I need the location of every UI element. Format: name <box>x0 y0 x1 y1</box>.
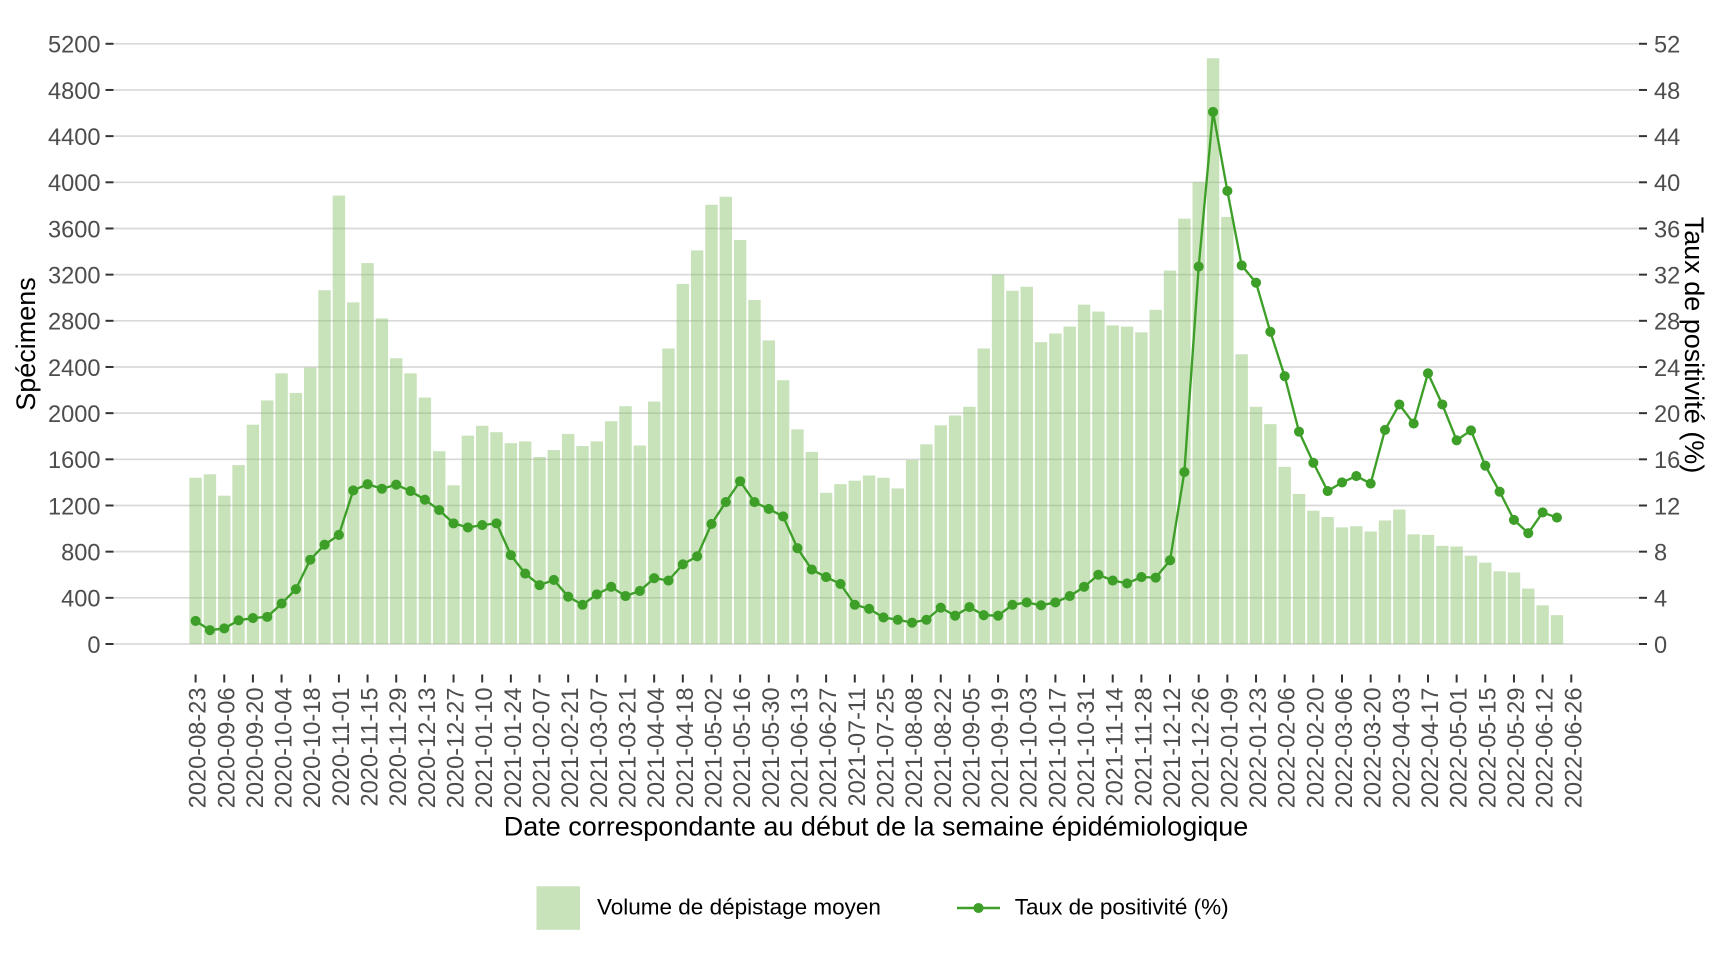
svg-text:2022-02-06: 2022-02-06 <box>1275 688 1301 809</box>
svg-text:2022-01-09: 2022-01-09 <box>1217 688 1243 809</box>
svg-text:2021-02-21: 2021-02-21 <box>558 688 584 809</box>
svg-text:800: 800 <box>61 540 100 566</box>
svg-text:Volume de dépistage moyen: Volume de dépistage moyen <box>597 895 881 920</box>
svg-text:2022-03-06: 2022-03-06 <box>1332 688 1358 809</box>
svg-text:2000: 2000 <box>48 402 101 428</box>
svg-text:2021-05-02: 2021-05-02 <box>701 688 727 809</box>
svg-text:2021-10-17: 2021-10-17 <box>1045 688 1071 809</box>
svg-text:2022-06-26: 2022-06-26 <box>1561 688 1587 809</box>
svg-text:28: 28 <box>1654 310 1680 336</box>
svg-text:2020-11-29: 2020-11-29 <box>386 688 412 807</box>
svg-text:1200: 1200 <box>48 494 101 520</box>
svg-text:2021-08-08: 2021-08-08 <box>902 688 928 809</box>
svg-text:1600: 1600 <box>48 448 101 474</box>
svg-text:2021-07-11: 2021-07-11 <box>845 688 871 807</box>
svg-text:2021-11-28: 2021-11-28 <box>1131 688 1157 807</box>
svg-text:12: 12 <box>1654 494 1680 520</box>
svg-text:2020-10-04: 2020-10-04 <box>272 688 298 809</box>
svg-text:2021-03-07: 2021-03-07 <box>587 688 613 809</box>
svg-text:2022-05-15: 2022-05-15 <box>1475 688 1501 809</box>
svg-text:24: 24 <box>1654 356 1680 382</box>
svg-text:2021-04-18: 2021-04-18 <box>673 688 699 809</box>
svg-text:40: 40 <box>1654 171 1680 197</box>
svg-text:2020-11-15: 2020-11-15 <box>358 688 384 807</box>
svg-text:20: 20 <box>1654 402 1680 428</box>
svg-text:2020-08-23: 2020-08-23 <box>186 688 212 809</box>
svg-text:Taux de positivité (%): Taux de positivité (%) <box>1015 895 1229 920</box>
svg-text:2021-09-19: 2021-09-19 <box>988 688 1014 809</box>
svg-text:52: 52 <box>1654 33 1680 59</box>
svg-text:2021-12-12: 2021-12-12 <box>1160 688 1186 809</box>
svg-text:2021-01-10: 2021-01-10 <box>472 688 498 809</box>
svg-text:400: 400 <box>61 587 100 613</box>
svg-text:Spécimens: Spécimens <box>11 277 41 411</box>
svg-text:3200: 3200 <box>48 263 101 289</box>
svg-text:2022-05-29: 2022-05-29 <box>1504 688 1530 809</box>
svg-text:2022-01-23: 2022-01-23 <box>1246 688 1272 809</box>
svg-text:2020-12-13: 2020-12-13 <box>415 688 441 809</box>
svg-text:2021-03-21: 2021-03-21 <box>616 688 642 809</box>
svg-text:2022-05-01: 2022-05-01 <box>1447 688 1473 809</box>
svg-text:2020-09-20: 2020-09-20 <box>243 688 269 809</box>
svg-text:2021-05-30: 2021-05-30 <box>759 688 785 809</box>
svg-text:2020-10-18: 2020-10-18 <box>300 688 326 809</box>
svg-text:Taux de positivité (%): Taux de positivité (%) <box>1679 217 1709 474</box>
svg-text:48: 48 <box>1654 79 1680 105</box>
svg-text:8: 8 <box>1654 540 1667 566</box>
svg-text:2021-10-03: 2021-10-03 <box>1017 688 1043 809</box>
svg-text:2021-08-22: 2021-08-22 <box>931 688 957 809</box>
svg-text:2022-04-17: 2022-04-17 <box>1418 688 1444 809</box>
svg-text:0: 0 <box>1654 633 1667 659</box>
svg-text:2021-10-31: 2021-10-31 <box>1074 688 1100 809</box>
svg-text:2022-03-20: 2022-03-20 <box>1361 688 1387 809</box>
svg-text:32: 32 <box>1654 263 1680 289</box>
svg-text:2022-04-03: 2022-04-03 <box>1389 688 1415 809</box>
svg-text:36: 36 <box>1654 217 1680 243</box>
svg-text:44: 44 <box>1654 125 1680 151</box>
svg-text:2020-09-06: 2020-09-06 <box>214 688 240 809</box>
svg-text:2021-01-24: 2021-01-24 <box>501 688 527 809</box>
svg-text:2021-05-16: 2021-05-16 <box>730 688 756 809</box>
svg-text:Date correspondante au début d: Date correspondante au début de la semai… <box>504 812 1249 842</box>
svg-text:2021-07-25: 2021-07-25 <box>873 688 899 809</box>
svg-text:3600: 3600 <box>48 217 101 243</box>
svg-text:2022-02-20: 2022-02-20 <box>1303 688 1329 809</box>
svg-text:4800: 4800 <box>48 79 101 105</box>
svg-text:2020-12-27: 2020-12-27 <box>444 688 470 809</box>
svg-text:2020-11-01: 2020-11-01 <box>329 688 355 807</box>
svg-text:2022-06-12: 2022-06-12 <box>1533 688 1559 809</box>
svg-text:4: 4 <box>1654 587 1667 613</box>
svg-text:2400: 2400 <box>48 356 101 382</box>
svg-text:2021-11-14: 2021-11-14 <box>1103 688 1129 807</box>
svg-text:0: 0 <box>87 633 100 659</box>
svg-text:2021-12-26: 2021-12-26 <box>1189 688 1215 809</box>
svg-text:16: 16 <box>1654 448 1680 474</box>
svg-text:4400: 4400 <box>48 125 101 151</box>
svg-text:2021-09-05: 2021-09-05 <box>959 688 985 809</box>
svg-text:2021-06-27: 2021-06-27 <box>816 688 842 809</box>
svg-text:4000: 4000 <box>48 171 101 197</box>
svg-text:2800: 2800 <box>48 310 101 336</box>
svg-text:5200: 5200 <box>48 33 101 59</box>
svg-text:2021-04-04: 2021-04-04 <box>644 688 670 809</box>
svg-text:2021-06-13: 2021-06-13 <box>787 688 813 809</box>
svg-text:2021-02-07: 2021-02-07 <box>530 688 556 809</box>
